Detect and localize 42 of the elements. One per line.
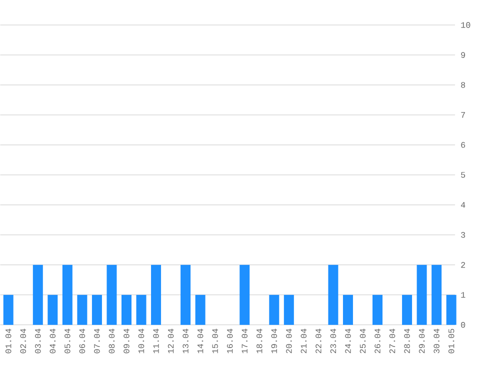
- y-tick-label: 8: [461, 82, 466, 88]
- x-tick-label: 06.04: [79, 328, 86, 354]
- x-tick-label: 02.04: [20, 328, 26, 354]
- x-tick-label: 29.04: [418, 328, 425, 354]
- x-tick-label: 14.04: [197, 328, 204, 354]
- x-tick-label: 18.04: [256, 328, 262, 354]
- x-tick-label: 24.04: [345, 328, 351, 354]
- x-tick-label: 13.04: [182, 328, 188, 354]
- x-tick-label: 04.04: [50, 328, 56, 354]
- x-tick-label: 01.05: [448, 328, 454, 354]
- y-tick-label: 6: [461, 142, 466, 148]
- y-tick-label: 10: [461, 22, 470, 28]
- y-tick-label: 4: [460, 202, 466, 208]
- x-tick-label: 01.04: [5, 328, 12, 354]
- x-tick-label: 23.04: [330, 328, 336, 354]
- x-tick-label: 07.04: [94, 328, 100, 354]
- x-tick-label: 12.04: [168, 328, 174, 354]
- x-tick-label: 22.04: [316, 328, 322, 354]
- x-tick-label: 17.04: [242, 328, 248, 354]
- x-tick-label: 08.04: [108, 328, 115, 354]
- y-tick-label: 3: [461, 232, 466, 238]
- x-tick-label: 03.04: [35, 328, 41, 354]
- x-tick-label: 11.04: [153, 328, 159, 354]
- x-tick-label: 19.04: [271, 328, 278, 354]
- x-tick-label: 10.04: [138, 328, 144, 354]
- x-tick-label: 30.04: [434, 328, 440, 354]
- x-tick-label: 21.04: [300, 328, 307, 354]
- x-tick-label: 20.04: [286, 328, 292, 354]
- x-tick-label: 05.04: [64, 328, 70, 354]
- y-tick-label: 9: [461, 52, 466, 58]
- x-tick-label: 28.04: [404, 328, 410, 354]
- x-tick-label: 25.04: [360, 328, 366, 354]
- x-tick-label: 27.04: [389, 328, 396, 354]
- x-tick-label: 09.04: [124, 328, 130, 354]
- y-tick-label: 2: [461, 262, 466, 268]
- y-tick-label: 1: [461, 292, 466, 298]
- y-tick-label: 7: [461, 112, 465, 118]
- x-tick-label: 15.04: [212, 328, 218, 354]
- y-tick-label: 5: [461, 172, 466, 178]
- x-tick-label: 26.04: [374, 328, 380, 354]
- x-tick-label: 16.04: [226, 328, 233, 354]
- y-tick-label: 0: [461, 322, 466, 328]
